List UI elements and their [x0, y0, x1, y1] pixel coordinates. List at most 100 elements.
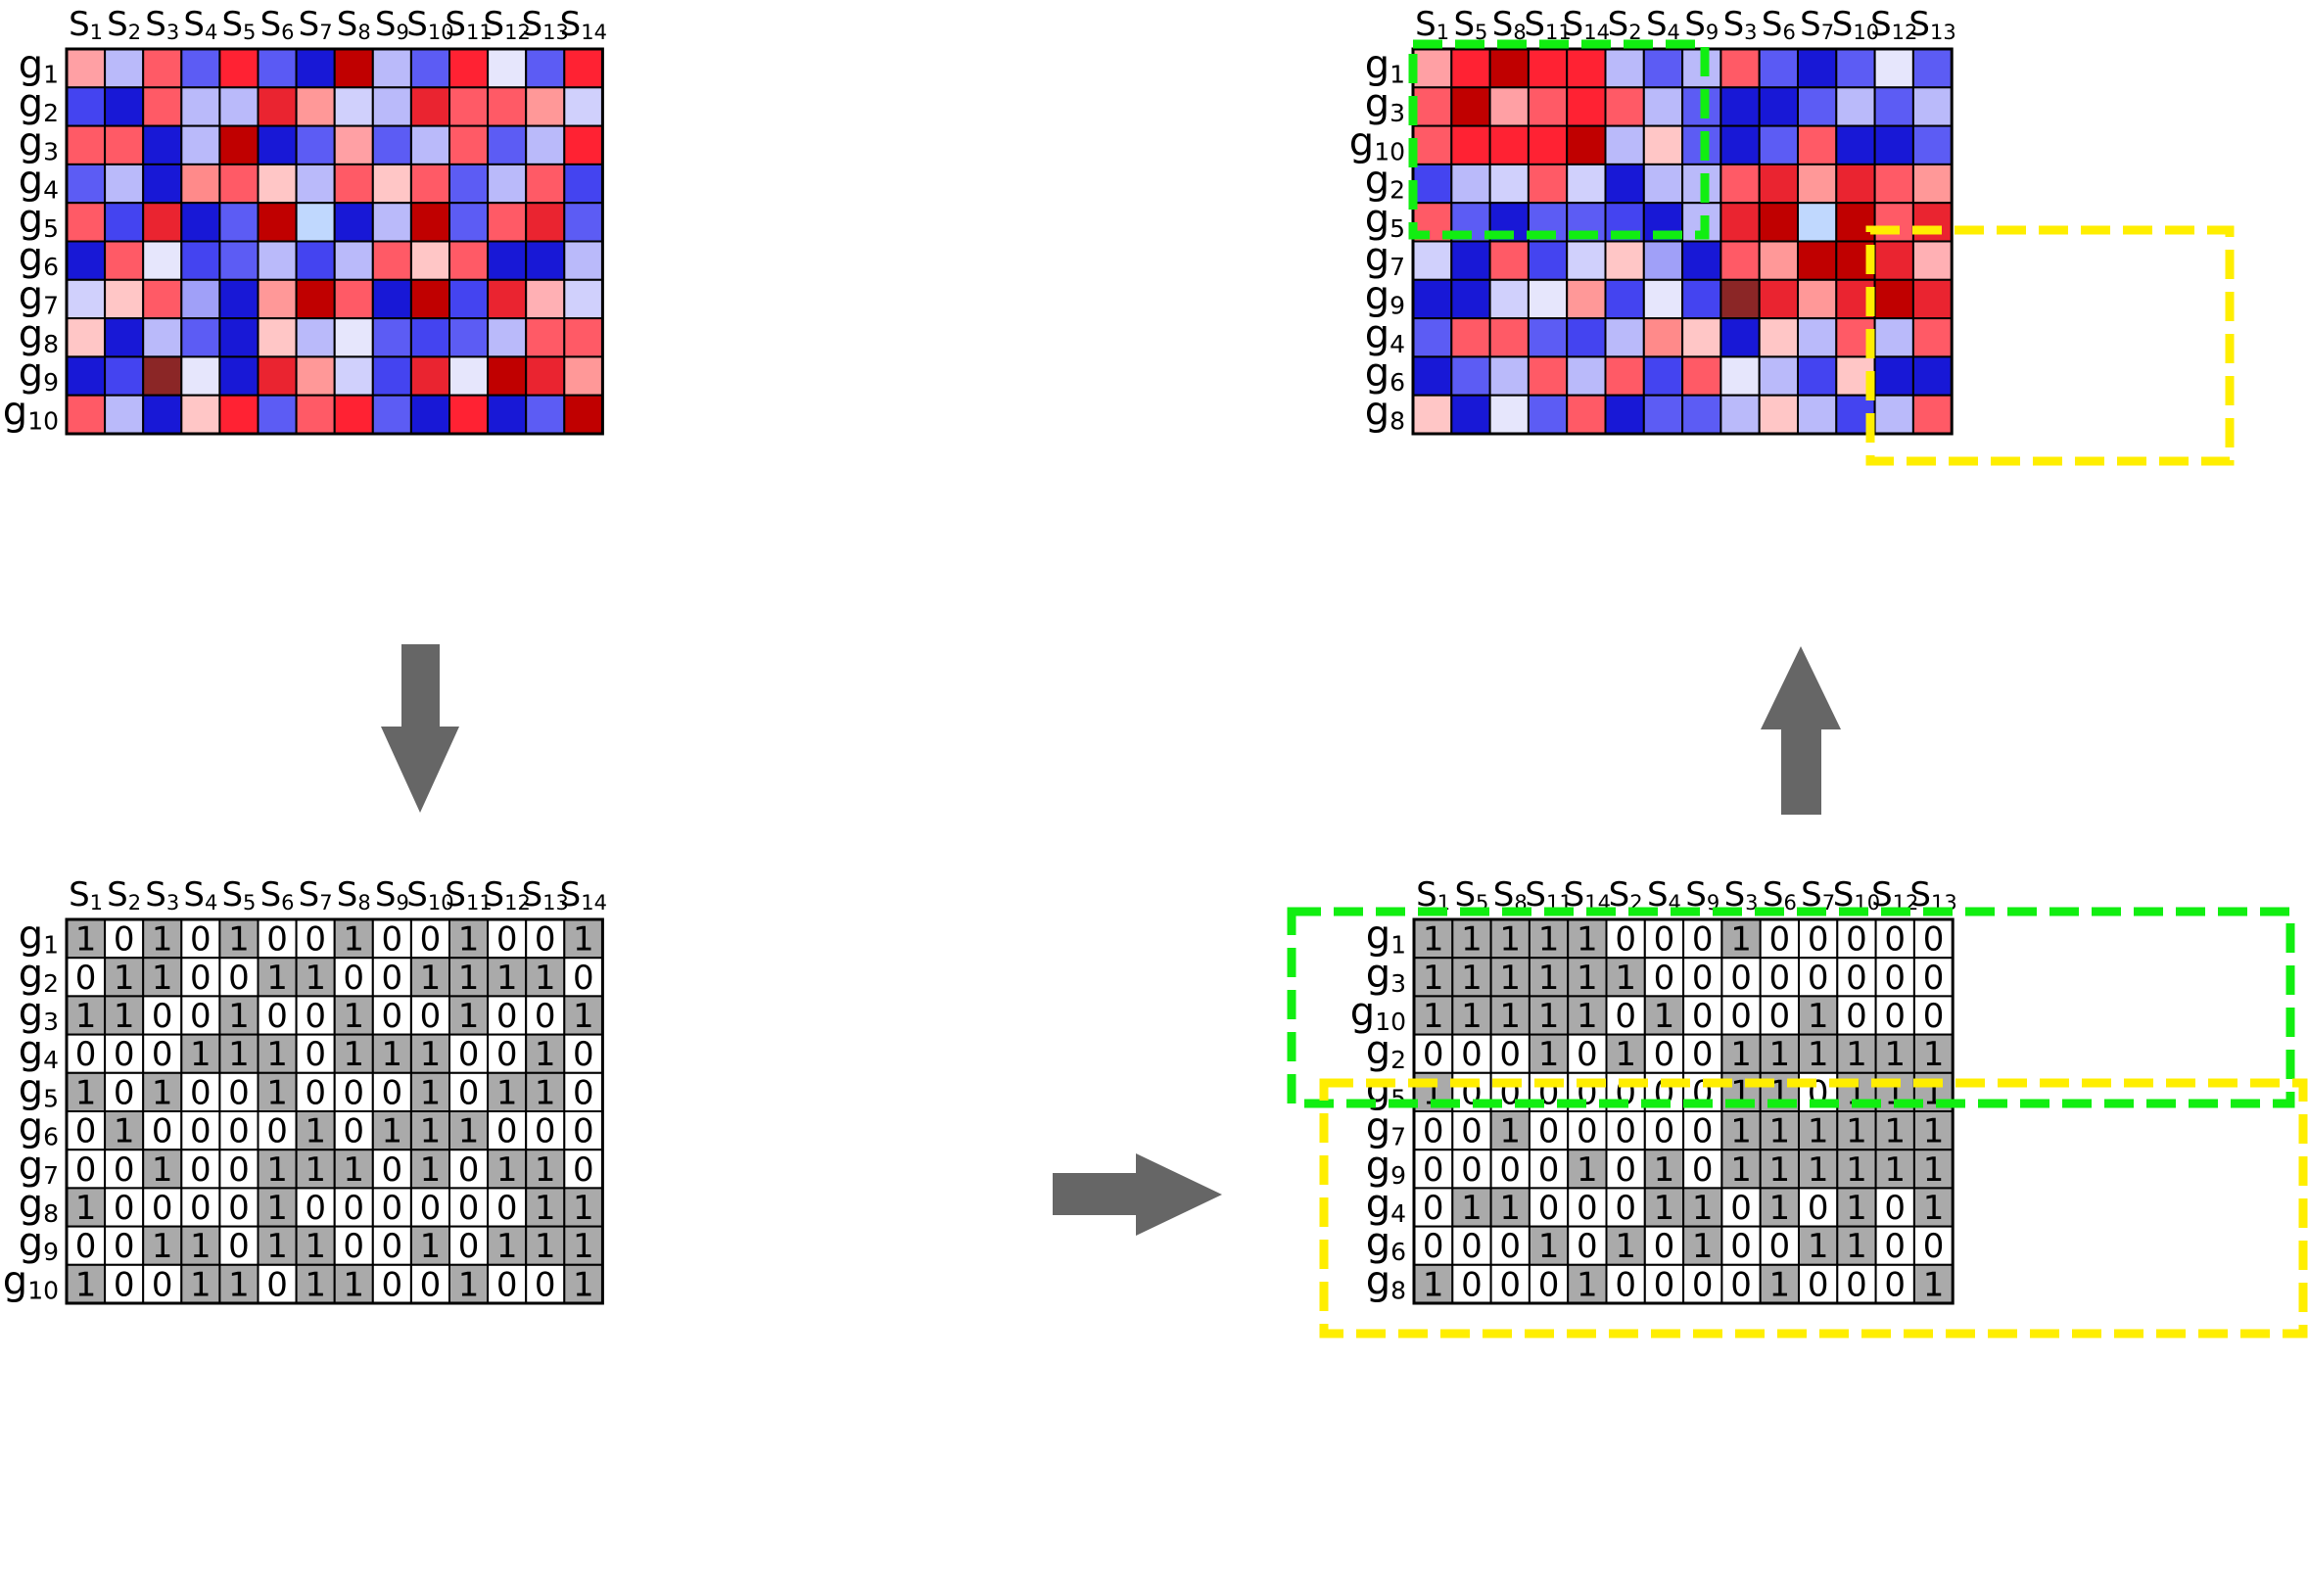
- row-label: g6: [1366, 1220, 1406, 1266]
- matrix-cell: [104, 355, 145, 397]
- cell-value: 1: [1423, 997, 1444, 1036]
- matrix-cell: [142, 1071, 183, 1113]
- bicluster-box-green-top: [1408, 39, 1710, 240]
- matrix-cell: [1489, 957, 1531, 998]
- cell-value: 1: [1923, 1265, 1945, 1304]
- matrix-cell: [487, 163, 528, 205]
- column-label: S2: [107, 5, 141, 44]
- cell-value: 0: [1730, 997, 1752, 1036]
- matrix-cell: [371, 317, 412, 358]
- cell-value: 1: [75, 1189, 97, 1228]
- matrix-cell: [525, 995, 566, 1036]
- cell-value: 0: [1423, 1189, 1444, 1228]
- matrix-cell: [1873, 355, 1914, 397]
- binary-matrix-original: S1 S2 S3 S4 S5 S6 S7 S8 S9S10S11S12S13S14g1g2g3g…: [3, 875, 607, 1305]
- matrix-cell: [1489, 1149, 1531, 1190]
- matrix-cell: [218, 240, 259, 281]
- column-label: S13: [522, 875, 569, 915]
- cell-value: 1: [1538, 997, 1560, 1036]
- cell-value: 0: [266, 1112, 288, 1151]
- matrix-cell: [1912, 1187, 1955, 1228]
- matrix-cell: [1643, 1033, 1685, 1074]
- matrix-cell: [525, 240, 566, 281]
- matrix-cell: [1720, 1110, 1762, 1151]
- matrix-cell: [1451, 1149, 1492, 1190]
- cell-value: 0: [1499, 1265, 1521, 1304]
- cell-value: 1: [1846, 1112, 1867, 1151]
- matrix-cell: [1720, 1225, 1762, 1266]
- cell-value: 0: [1423, 1112, 1444, 1151]
- matrix-cell: [1604, 240, 1645, 281]
- cell-value: 0: [420, 1189, 442, 1228]
- matrix-cell: [1527, 278, 1569, 320]
- cell-value: 1: [75, 1073, 97, 1112]
- matrix-cell: [295, 355, 336, 397]
- matrix-cell: [218, 163, 259, 205]
- matrix-cell: [1566, 240, 1607, 281]
- matrix-cell: [1911, 202, 1954, 243]
- matrix-cell: [1798, 1110, 1839, 1151]
- column-label: S14: [560, 5, 607, 44]
- cell-value: 0: [1577, 1189, 1598, 1228]
- matrix-cell: [218, 202, 259, 243]
- column-label: S3: [145, 5, 179, 44]
- matrix-cell: [1874, 957, 1915, 998]
- cell-value: 0: [573, 1150, 594, 1190]
- matrix-cell: [409, 1187, 450, 1228]
- cell-value: 0: [382, 1189, 403, 1228]
- cell-value: 1: [343, 997, 364, 1036]
- cell-value: 1: [573, 1227, 594, 1266]
- cell-value: 0: [458, 1150, 480, 1190]
- matrix-cell: [409, 394, 450, 436]
- matrix-cell: [371, 957, 412, 998]
- matrix-cell: [1873, 240, 1914, 281]
- matrix-cell: [104, 86, 145, 127]
- matrix-cell: [1874, 1110, 1915, 1151]
- cell-value: 1: [190, 1035, 212, 1074]
- cell-value: 1: [1461, 920, 1483, 960]
- matrix-cell: [1681, 394, 1722, 436]
- cell-value: 1: [266, 1073, 288, 1112]
- matrix-cell: [1873, 202, 1914, 243]
- cell-value: 0: [343, 1112, 364, 1151]
- cell-value: 1: [1538, 1035, 1560, 1074]
- matrix-cell: [295, 48, 336, 89]
- matrix-cell: [409, 124, 450, 165]
- row-label: g5: [19, 197, 59, 243]
- matrix-cell: [66, 1110, 107, 1151]
- matrix-cell: [1604, 163, 1645, 205]
- cell-value: 0: [1461, 1035, 1483, 1074]
- matrix-cell: [563, 278, 604, 320]
- column-label: S11: [445, 875, 492, 915]
- cell-value: 0: [1923, 920, 1945, 960]
- matrix-cell: [371, 394, 412, 436]
- cell-value: 0: [420, 920, 442, 960]
- matrix-cell: [1797, 202, 1838, 243]
- cell-value: 0: [152, 1035, 173, 1074]
- column-label: S1: [69, 5, 103, 44]
- cell-value: 0: [1461, 1150, 1483, 1190]
- matrix-cell: [1835, 48, 1876, 89]
- cell-value: 1: [1769, 1265, 1791, 1304]
- cell-value: 1: [1499, 1189, 1521, 1228]
- matrix-cell: [104, 394, 145, 436]
- matrix-cell: [295, 317, 336, 358]
- matrix-cell: [1489, 1110, 1531, 1151]
- matrix-cell: [1873, 124, 1914, 165]
- cell-value: 1: [1577, 920, 1598, 960]
- cell-value: 0: [1692, 1150, 1714, 1190]
- cell-value: 0: [1461, 1227, 1483, 1266]
- matrix-cell: [1758, 317, 1799, 358]
- arrow-down: [381, 644, 459, 813]
- cell-value: 0: [1538, 1150, 1560, 1190]
- matrix-cell: [563, 202, 604, 243]
- cell-value: 1: [420, 1112, 442, 1151]
- matrix-cell: [104, 957, 145, 998]
- matrix-cell: [563, 48, 604, 89]
- matrix-cell: [218, 1225, 259, 1266]
- row-label: g5: [1365, 197, 1405, 243]
- matrix-cell: [257, 86, 298, 127]
- matrix-cell: [333, 1225, 374, 1266]
- matrix-cell: [487, 86, 528, 127]
- row-label: g10: [3, 389, 59, 435]
